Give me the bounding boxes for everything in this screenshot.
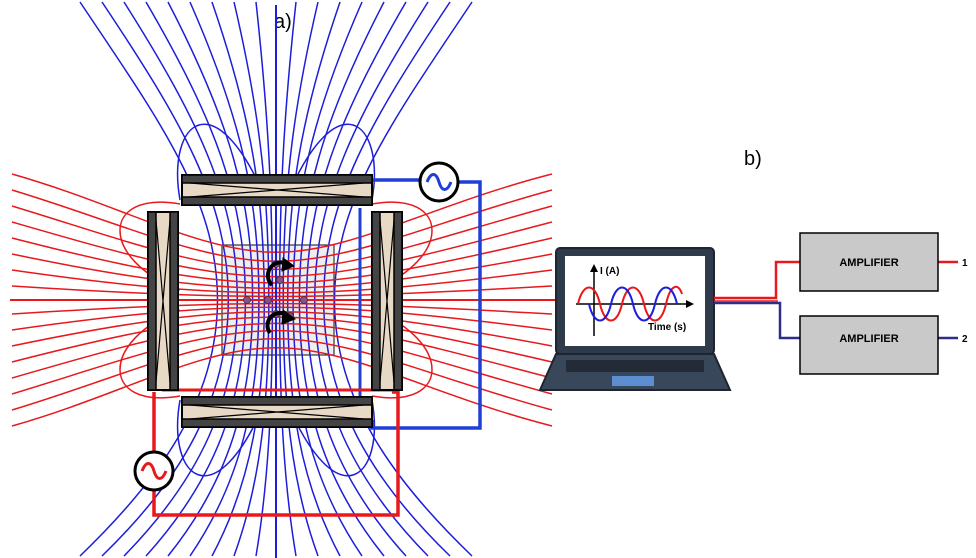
amplifier-label: AMPLIFIER xyxy=(839,333,898,345)
wiring xyxy=(152,178,482,517)
particle xyxy=(276,276,284,284)
right-coil xyxy=(371,211,403,391)
signal-chain-panel: b) I (A) Time (s) xyxy=(538,148,968,391)
laptop-trackpad xyxy=(612,376,654,386)
red-sine-wave xyxy=(577,285,683,322)
field-line xyxy=(176,123,267,201)
cables xyxy=(714,260,958,340)
panel-b-label: b) xyxy=(744,148,762,170)
plot-x-label: Time (s) xyxy=(648,322,686,333)
top-coil xyxy=(181,174,373,206)
plot-y-label: I (A) xyxy=(600,266,619,277)
rotation-arrow-icon xyxy=(265,309,297,335)
rotation-arrow-icon xyxy=(265,257,296,287)
laptop-screen xyxy=(565,256,705,346)
signal-plot: I (A) Time (s) xyxy=(576,264,694,336)
ac-source-icon xyxy=(133,450,175,492)
left-coil xyxy=(147,211,179,391)
field-line xyxy=(285,123,376,201)
output-label: 1 xyxy=(962,258,968,269)
amplifier-label: AMPLIFIER xyxy=(839,257,898,269)
particle xyxy=(243,296,251,304)
amplifier-2: AMPLIFIER 2 xyxy=(799,315,968,375)
laptop: I (A) Time (s) xyxy=(538,247,732,391)
coil-system-panel: a) xyxy=(10,1,558,558)
amplifier-1: AMPLIFIER 1 xyxy=(799,232,968,292)
panel-a-label: a) xyxy=(274,11,292,33)
field-line xyxy=(176,399,267,477)
bottom-coil xyxy=(181,396,373,428)
output-label: 2 xyxy=(962,334,968,345)
particle xyxy=(300,296,308,304)
ac-source-icon xyxy=(418,161,460,203)
laptop-keyboard xyxy=(566,360,704,372)
particle xyxy=(264,296,272,304)
blue-sine-wave xyxy=(588,286,678,322)
